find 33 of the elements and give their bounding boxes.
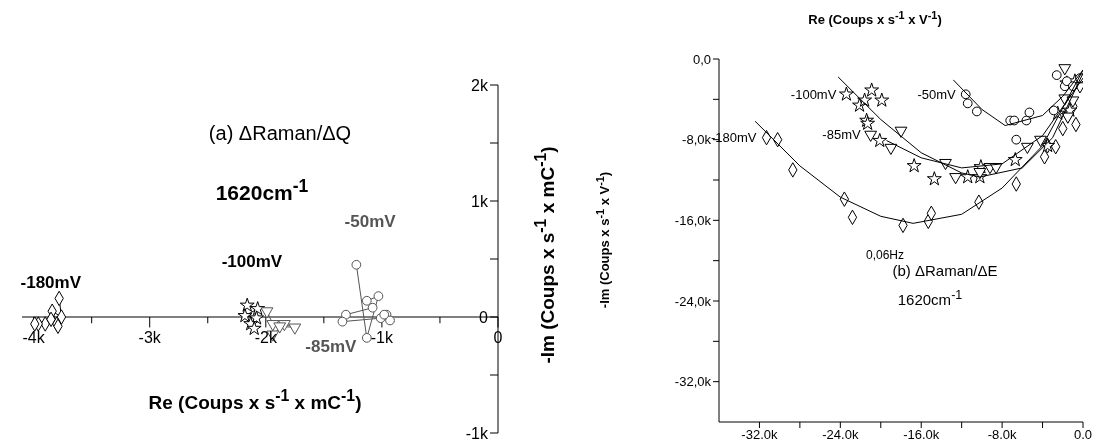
text: -100mV (221, 252, 283, 272)
x-axis-title: Re (Coups x s$^{-1}$ x mC$^{-1}$) (148, 387, 362, 413)
y-tick-label: -24,0k (674, 293, 712, 309)
x-tick-label: 0.0 (1073, 427, 1093, 443)
x-tick-label: -2k (254, 328, 278, 346)
series-label: -180mV (710, 130, 757, 146)
x-tick-label: -3k (138, 328, 162, 346)
x-axis-title: Re (Coups x s$^{-1}$ x V$^{-1}$) (808, 8, 942, 28)
x-tick-label: -24.0k (822, 427, 859, 443)
annotation: 0,06Hz (865, 248, 905, 262)
y-tick-label: -16,0k (674, 212, 712, 228)
x-tick-label: -16.0k (903, 427, 940, 443)
x-tick-label: -32.0k (741, 427, 779, 443)
y-tick-label: 0,0 (692, 51, 711, 67)
y-tick-label: -32,0k (674, 374, 712, 390)
y-tick-label: 2k (471, 76, 489, 94)
series-label: -50mV (344, 211, 397, 231)
y-tick-label: 0 (479, 308, 489, 326)
x-tick-label: 0 (493, 328, 503, 346)
y-tick-label: 1k (471, 192, 489, 210)
series-label: -100mV (790, 86, 837, 102)
series-label: -50mV (917, 86, 957, 102)
series-label: -85mV (305, 336, 357, 356)
text: (b) ΔRaman/ΔE (892, 261, 998, 279)
series-label: -180mV (20, 273, 82, 293)
text: (a) ΔRaman/ΔQ (208, 122, 352, 144)
x-tick-label: -1k (370, 328, 395, 346)
x-tick-label: -8.0k (987, 427, 1018, 443)
text: 1620cm$^{-1}$ (215, 175, 309, 204)
series-label: -85mV (822, 127, 861, 143)
x-tick-label: -4k (22, 328, 46, 346)
y-tick-label: -8,0k (682, 132, 712, 148)
text: 1620cm$^{-1}$ (897, 288, 963, 308)
